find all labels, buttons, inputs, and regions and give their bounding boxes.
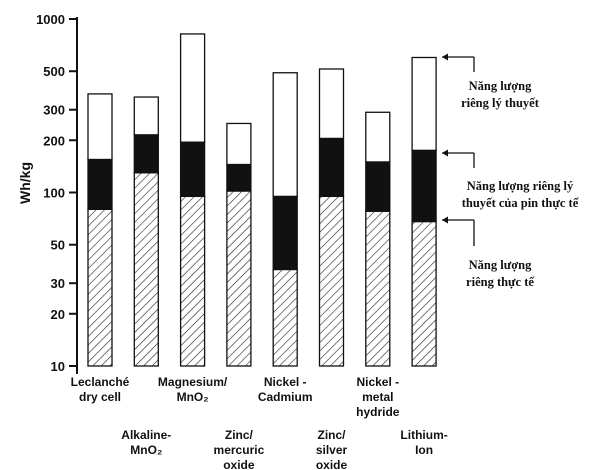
category-label-line: Zinc/: [225, 428, 254, 442]
bar-segment-practical: [226, 190, 252, 367]
category-label: Lithium-Ion: [400, 428, 447, 457]
category-label-line: Leclanché: [71, 375, 130, 389]
bar-segment-theoretical-actual: [226, 163, 252, 192]
y-tick-label: 20: [51, 307, 65, 322]
bar-segment-practical: [179, 195, 206, 367]
bar-segment-theoretical-actual: [318, 137, 345, 198]
category-label-line: silver: [316, 443, 348, 457]
y-tick-label: 50: [51, 238, 65, 253]
bar-segment-theoretical: [133, 96, 159, 136]
y-tick-label: 500: [43, 64, 65, 79]
category-label-line: Nickel -: [356, 375, 399, 389]
bar-segment-theoretical: [272, 72, 298, 198]
category-label-line: Nickel -: [264, 375, 307, 389]
category-label-line: Magnesium/: [158, 375, 228, 389]
category-label-line: metal: [362, 390, 393, 404]
legend-label: Năng lượng riêng thực tế: [466, 258, 535, 289]
category-label-line: mercuric: [214, 443, 265, 457]
legend-label-line: riêng lý thuyết: [461, 96, 540, 110]
legend-label-line: Năng lượng: [469, 79, 532, 93]
y-tick-label: 200: [43, 133, 65, 148]
y-tick-label: 300: [43, 103, 65, 118]
category-label-line: Cadmium: [258, 390, 313, 404]
bar-segment-practical: [365, 210, 391, 367]
bar-segment-theoretical: [226, 122, 252, 166]
category-label-line: Ion: [415, 443, 433, 457]
bar-segment-practical: [318, 195, 345, 367]
category-label: Zinc/silver oxide: [316, 428, 348, 470]
bar-segment-practical: [87, 208, 113, 367]
category-label-line: Zinc/: [317, 428, 346, 442]
bar-segment-theoretical: [179, 33, 206, 143]
y-tick-label: 30: [51, 276, 65, 291]
legend-label-line: riêng thực tế: [466, 275, 535, 289]
bar-segment-practical: [133, 172, 159, 367]
legend-label-line: Năng lượng riêng lý: [467, 179, 574, 193]
axes: 10 20 30 50 100 200 300 500 1000: [36, 12, 78, 374]
category-label: Nickel -Cadmium: [258, 375, 313, 404]
bar-segment-theoretical-actual: [272, 195, 298, 271]
legend-label: Năng lượng riêng lý thuyết của pin thực t…: [462, 179, 580, 210]
category-label-line: Lithium-: [400, 428, 447, 442]
legend-arrowhead: [442, 149, 448, 157]
bars: [87, 33, 437, 367]
bar-segment-theoretical-actual: [411, 149, 437, 223]
category-label-line: MnO₂: [177, 390, 209, 404]
category-label-line: dry cell: [79, 390, 121, 404]
category-label: Leclanché dry cell: [71, 375, 130, 404]
category-label: Zinc/mercuric oxide: [214, 428, 265, 470]
bar-segment-theoretical: [411, 56, 437, 151]
y-tick-label: 100: [43, 186, 65, 201]
bar-segment-theoretical-actual: [179, 141, 206, 198]
y-tick-label: 10: [51, 359, 65, 374]
bar-segment-theoretical-actual: [133, 134, 159, 174]
legend-label-line: thuyết của pin thực tế: [462, 196, 580, 210]
legend-label-line: Năng lượng: [469, 258, 532, 272]
bar-segment-theoretical: [318, 68, 345, 140]
bar-segment-theoretical: [87, 93, 113, 161]
category-label-line: MnO₂: [130, 443, 162, 457]
bar-segment-practical: [411, 220, 437, 367]
category-label-line: oxide: [223, 458, 255, 470]
y-axis-title: Wh/kg: [17, 162, 33, 204]
category-label: Alkaline-MnO₂: [121, 428, 171, 457]
category-label: Magnesium/MnO₂: [158, 375, 228, 404]
bar-segment-theoretical-actual: [365, 161, 391, 212]
category-label-line: hydride: [356, 405, 400, 419]
legend-arrowhead: [442, 216, 448, 224]
category-label-line: Alkaline-: [121, 428, 171, 442]
bar-segment-theoretical: [365, 111, 391, 163]
category-label: Nickel -metal hydride: [356, 375, 400, 419]
legend-arrowhead: [442, 53, 448, 61]
bar-segment-theoretical-actual: [87, 158, 113, 210]
legend-label: Năng lượng riêng lý thuyết: [461, 79, 540, 110]
bar-segment-practical: [272, 268, 298, 367]
y-tick-label: 1000: [36, 12, 65, 27]
category-label-line: oxide: [316, 458, 348, 470]
category-labels: Leclanché dry cellAlkaline-MnO₂Magnesium/…: [71, 375, 448, 470]
